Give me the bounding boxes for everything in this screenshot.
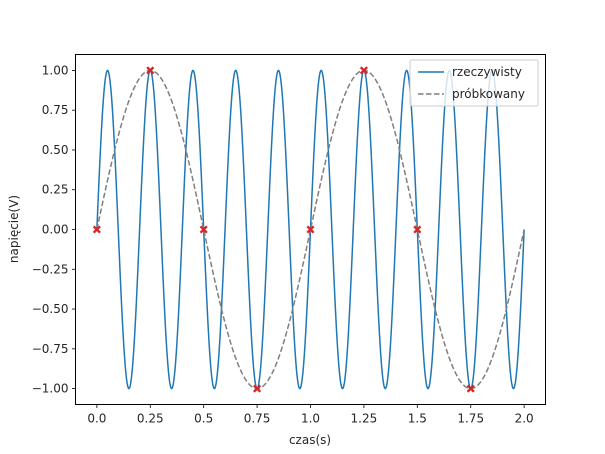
x-tick-label: 2.0 (515, 412, 534, 426)
x-tick-label: 1.5 (408, 412, 427, 426)
legend-label-rzeczywisty: rzeczywisty (452, 65, 522, 79)
sample-marker (306, 225, 315, 234)
series-line-1 (96, 69, 525, 390)
x-tick-label: 1.75 (457, 412, 484, 426)
y-tick-label: 0.25 (42, 183, 69, 197)
sample-marker (253, 384, 262, 393)
x-axis-ticks: 0.0 0.25 0.5 0.75 1.0 1.25 1.5 1.75 2.0 (87, 404, 534, 426)
y-tick-label: −0.75 (32, 342, 69, 356)
legend-label-probkowany: próbkowany (452, 87, 525, 101)
sample-markers (92, 66, 475, 393)
sample-marker (359, 66, 368, 75)
y-tick-label: 0.50 (42, 143, 69, 157)
x-tick-label: 0.25 (137, 412, 164, 426)
y-axis-label: napięcie(V) (7, 195, 21, 263)
legend: rzeczywisty próbkowany (409, 59, 539, 107)
sample-marker (199, 225, 208, 234)
y-tick-label: 1.00 (42, 63, 69, 77)
sample-marker (413, 225, 422, 234)
y-tick-label: 0.00 (42, 223, 69, 237)
sample-marker (92, 225, 101, 234)
x-tick-label: 1.25 (351, 412, 378, 426)
y-axis-ticks: −1.00 −0.75 −0.50 −0.25 0.00 0.25 0.50 0.75 1.00 (32, 63, 76, 396)
y-tick-label: −0.25 (32, 262, 69, 276)
x-tick-label: 0.75 (244, 412, 271, 426)
x-tick-label: 0.5 (194, 412, 213, 426)
y-tick-label: 0.75 (42, 103, 69, 117)
y-tick-label: −1.00 (32, 382, 69, 396)
sample-marker (466, 384, 475, 393)
y-tick-label: −0.50 (32, 302, 69, 316)
sample-marker (146, 66, 155, 75)
x-tick-label: 0.0 (87, 412, 106, 426)
x-axis-label: czas(s) (289, 433, 331, 447)
x-tick-label: 1.0 (301, 412, 320, 426)
